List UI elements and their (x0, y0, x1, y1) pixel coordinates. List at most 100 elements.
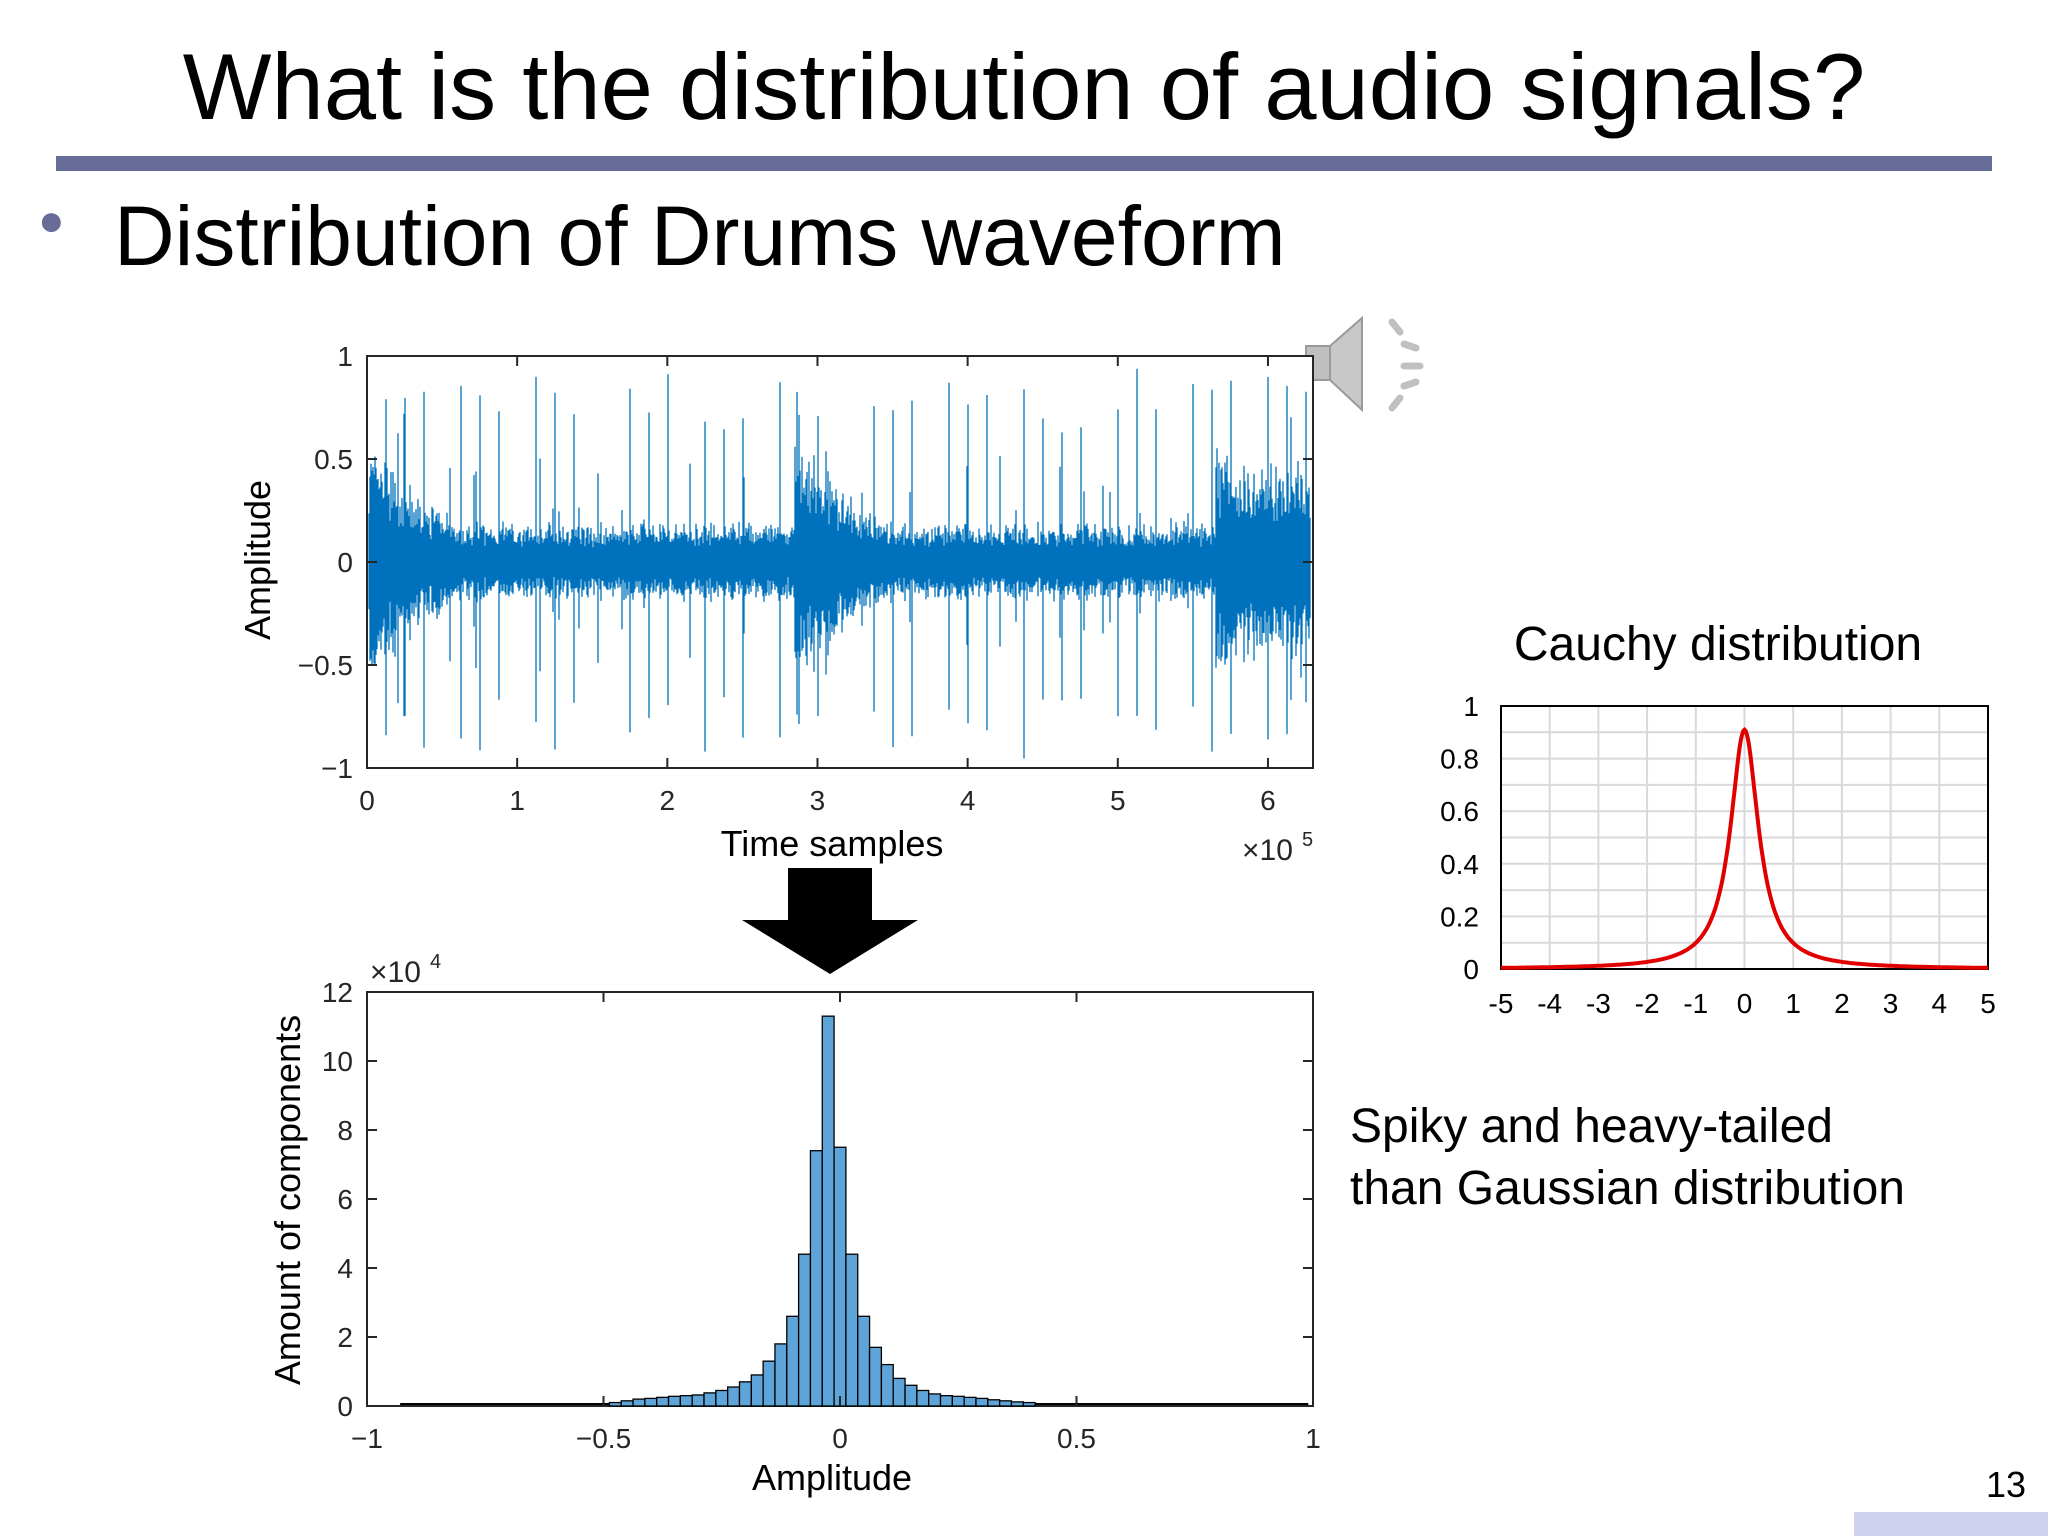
waveform-x-tick-label: 3 (810, 785, 826, 816)
footer-bar (1854, 1512, 2048, 1536)
histogram-bar (809, 1150, 823, 1407)
histogram-bar (715, 1389, 729, 1407)
observation-note: Spiky and heavy-tailed than Gaussian dis… (1350, 1096, 1905, 1220)
histogram-bar (928, 1393, 942, 1407)
histogram-bar (656, 1396, 670, 1407)
cauchy-curve (1501, 726, 1988, 970)
histogram-bar (1010, 1401, 1024, 1407)
histogram-y-tick-label: 2 (337, 1322, 353, 1353)
histogram-bar (727, 1386, 741, 1407)
histogram-bar (750, 1374, 764, 1407)
cauchy-x-tick-label: -4 (1537, 988, 1562, 1019)
histogram-bar (786, 1315, 800, 1407)
waveform-y-label: Amplitude (237, 480, 278, 640)
histogram-bar (632, 1398, 646, 1407)
cauchy-y-tick-label: 1 (1463, 691, 1479, 722)
histogram-bar (833, 1146, 847, 1407)
page-number: 13 (1985, 1464, 2026, 1505)
waveform-x-tick-label: 1 (509, 785, 525, 816)
histogram-y-multiplier: ×10 (370, 956, 421, 989)
histogram-x-tick-label: −0.5 (576, 1423, 631, 1454)
histogram-bar (987, 1399, 1001, 1407)
histogram-y-tick-label: 6 (337, 1184, 353, 1215)
speaker-icon[interactable] (1300, 308, 1440, 428)
cauchy-x-tick-label: 5 (1980, 988, 1996, 1019)
slide-title: What is the distribution of audio signal… (182, 34, 1866, 139)
histogram-bar (975, 1397, 989, 1407)
cauchy-axes-box (1500, 705, 1989, 970)
histogram-chart: −1 −0.5 0 0.5 1 0 2 4 6 8 10 12 Amount of componen… (267, 951, 1321, 1498)
cauchy-y-tick-label: 0.6 (1440, 796, 1479, 827)
histogram-bar (939, 1394, 953, 1407)
waveform-x-tick-label: 5 (1110, 785, 1126, 816)
cauchy-x-tick-label: -1 (1683, 988, 1708, 1019)
histogram-bar (916, 1389, 930, 1407)
histogram-bar (821, 1015, 835, 1407)
waveform-x-tick-label: 4 (960, 785, 976, 816)
histogram-y-tick-label: 0 (337, 1391, 353, 1422)
histogram-bar (797, 1253, 812, 1407)
histogram-bar (679, 1394, 693, 1407)
title-divider (56, 156, 1992, 171)
waveform-x-exponent: 5 (1302, 829, 1313, 851)
histogram-x-tick-label: 0.5 (1057, 1423, 1096, 1454)
cauchy-x-tick-label: -3 (1586, 988, 1611, 1019)
histogram-x-tick-label: −1 (351, 1423, 383, 1454)
histogram-bar (644, 1397, 658, 1407)
waveform-x-tick-label: 6 (1260, 785, 1276, 816)
histogram-bar (892, 1377, 906, 1407)
histogram-bar (608, 1401, 622, 1407)
histogram-bar (1022, 1401, 1036, 1407)
cauchy-y-tick-label: 0.8 (1440, 744, 1479, 775)
histogram-bar (691, 1394, 705, 1407)
histogram-bar (620, 1400, 634, 1407)
histogram-y-tick-label: 8 (337, 1115, 353, 1146)
waveform-x-label: Time samples (721, 823, 944, 864)
cauchy-x-tick-label: 4 (1932, 988, 1948, 1019)
histogram-x-label: Amplitude (752, 1457, 912, 1498)
waveform-y-tick-label: 0.5 (314, 444, 353, 475)
histogram-x-tick-label: 1 (1305, 1423, 1321, 1454)
histogram-bar (951, 1395, 965, 1407)
waveform-y-tick-label: 1 (337, 341, 353, 372)
histogram-bar (667, 1395, 682, 1407)
cauchy-y-tick-label: 0.2 (1440, 901, 1479, 932)
cauchy-x-tick-label: -2 (1635, 988, 1660, 1019)
cauchy-x-tick-label: 1 (1785, 988, 1801, 1019)
histogram-bar (998, 1400, 1013, 1407)
histogram-bar (880, 1363, 894, 1407)
observation-line-1: Spiky and heavy-tailed (1350, 1100, 1833, 1153)
histogram-bar (845, 1253, 859, 1407)
cauchy-title: Cauchy distribution (1514, 620, 1922, 671)
observation-line-2: than Gaussian distribution (1350, 1162, 1905, 1215)
histogram-bar (703, 1392, 717, 1407)
histogram-bar (904, 1384, 918, 1407)
histogram-y-tick-label: 10 (322, 1046, 353, 1077)
cauchy-y-tick-label: 0 (1463, 954, 1479, 985)
histogram-bar (774, 1343, 788, 1407)
waveform-x-tick-label: 2 (660, 785, 676, 816)
waveform-y-tick-label: −0.5 (298, 650, 353, 681)
cauchy-x-tick-label: -5 (1489, 988, 1514, 1019)
histogram-y-label: Amount of components (267, 1015, 308, 1385)
waveform-y-tick-label: 0 (337, 547, 353, 578)
waveform-y-tick-label: −1 (321, 753, 353, 784)
cauchy-y-tick-label: 0.4 (1440, 849, 1479, 880)
down-arrow-icon (742, 868, 918, 974)
histogram-x-tick-label: 0 (832, 1423, 848, 1454)
histogram-bar (738, 1381, 752, 1407)
waveform-chart: 0 1 2 3 4 5 6 −1 −0.5 0 0.5 1 Amplitude Time sampl… (237, 341, 1314, 867)
cauchy-chart: Cauchy distribution -5 -4 -3 -2 -1 0 1 2 3 4 5 0 0.… (1440, 620, 1996, 1019)
histogram-y-exponent: 4 (430, 951, 441, 973)
cauchy-x-tick-label: 0 (1737, 988, 1753, 1019)
waveform-x-multiplier: ×10 (1242, 834, 1293, 867)
waveform-x-tick-label: 0 (359, 785, 375, 816)
cauchy-x-tick-label: 2 (1834, 988, 1850, 1019)
histogram-bar (857, 1315, 871, 1407)
cauchy-x-tick-label: 3 (1883, 988, 1899, 1019)
bullet-text: Distribution of Drums waveform (114, 189, 1286, 283)
histogram-bar (868, 1346, 883, 1407)
bullet-dot: ● (38, 196, 65, 245)
histogram-bar (963, 1396, 977, 1407)
histogram-y-tick-label: 12 (322, 977, 353, 1008)
